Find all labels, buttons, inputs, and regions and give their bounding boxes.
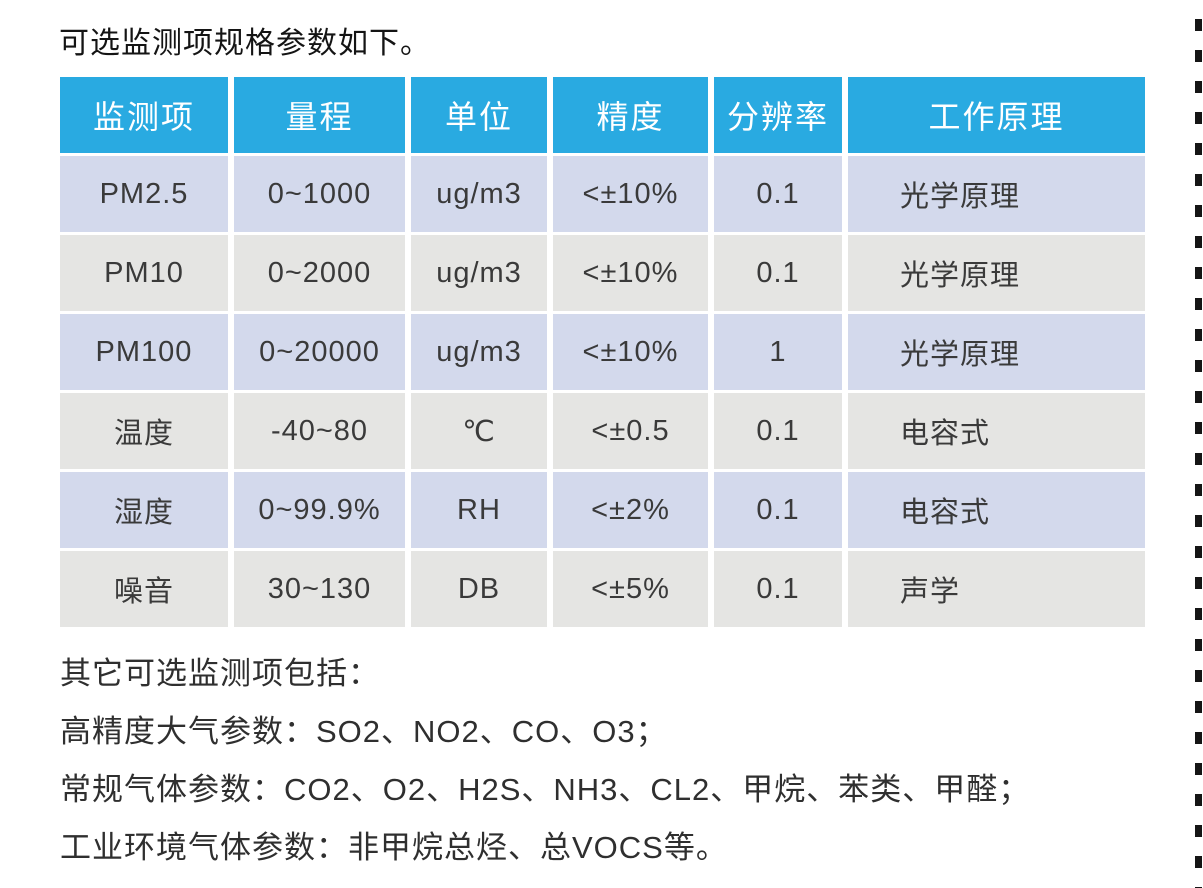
table-cell: ug/m3 xyxy=(411,156,547,232)
table-cell: <±10% xyxy=(553,314,708,390)
table-cell: RH xyxy=(411,472,547,548)
table-cell: <±5% xyxy=(553,551,708,627)
column-header: 监测项 xyxy=(60,77,228,153)
notes-lines: 高精度大气参数：SO2、NO2、CO、O3； 常规气体参数：CO2、O2、H2S、… xyxy=(60,703,1030,877)
column-header: 工作原理 xyxy=(848,77,1145,153)
table-cell: 0~20000 xyxy=(234,314,405,390)
column-header: 单位 xyxy=(411,77,547,153)
table-cell: PM100 xyxy=(60,314,228,390)
table-cell: 0~1000 xyxy=(234,156,405,232)
page-edge-dashed-line xyxy=(1195,0,1202,888)
column-header: 量程 xyxy=(234,77,405,153)
table-cell: 0.1 xyxy=(714,393,842,469)
table-cell: <±10% xyxy=(553,235,708,311)
table-cell: 电容式 xyxy=(848,393,1145,469)
table-cell: 光学原理 xyxy=(848,314,1145,390)
table-cell: DB xyxy=(411,551,547,627)
table-cell: 光学原理 xyxy=(848,156,1145,232)
table-cell: 电容式 xyxy=(848,472,1145,548)
table-cell: 湿度 xyxy=(60,472,228,548)
table-cell: ug/m3 xyxy=(411,235,547,311)
table-cell: -40~80 xyxy=(234,393,405,469)
table-cell: <±0.5 xyxy=(553,393,708,469)
notes-line: 常规气体参数：CO2、O2、H2S、NH3、CL2、甲烷、苯类、甲醛； xyxy=(60,772,1031,807)
table-cell: <±10% xyxy=(553,156,708,232)
notes-line: 高精度大气参数：SO2、NO2、CO、O3； xyxy=(60,714,668,749)
table-cell: 30~130 xyxy=(234,551,405,627)
table-cell: 0~2000 xyxy=(234,235,405,311)
table-cell: 光学原理 xyxy=(848,235,1145,311)
table-cell: 0.1 xyxy=(714,472,842,548)
notes-intro: 其它可选监测项包括： xyxy=(60,656,380,691)
column-header: 分辨率 xyxy=(714,77,842,153)
table-cell: 0.1 xyxy=(714,551,842,627)
table-cell: ℃ xyxy=(411,393,547,469)
column-header: 精度 xyxy=(553,77,708,153)
table-cell: <±2% xyxy=(553,472,708,548)
table-cell: 0~99.9% xyxy=(234,472,405,548)
table-cell: PM10 xyxy=(60,235,228,311)
table-cell: 噪音 xyxy=(60,551,228,627)
table-cell: PM2.5 xyxy=(60,156,228,232)
table-cell: 0.1 xyxy=(714,156,842,232)
spec-table: 监测项 量程 单位 精度 分辨率 工作原理 PM2.5 0~1000 ug/m3 <±10% 0.1… xyxy=(60,77,1145,627)
table-cell: 1 xyxy=(714,314,842,390)
notes-block: 其它可选监测项包括： 高精度大气参数：SO2、NO2、CO、O3； 常规气体参数：… xyxy=(60,645,1030,877)
page-title: 可选监测项规格参数如下。 xyxy=(59,27,431,60)
table-cell: ug/m3 xyxy=(411,314,547,390)
table-cell: 声学 xyxy=(848,551,1145,627)
table-cell: 温度 xyxy=(60,393,228,469)
notes-line: 工业环境气体参数：非甲烷总烃、总VOCS等。 xyxy=(60,830,728,865)
table-cell: 0.1 xyxy=(714,235,842,311)
